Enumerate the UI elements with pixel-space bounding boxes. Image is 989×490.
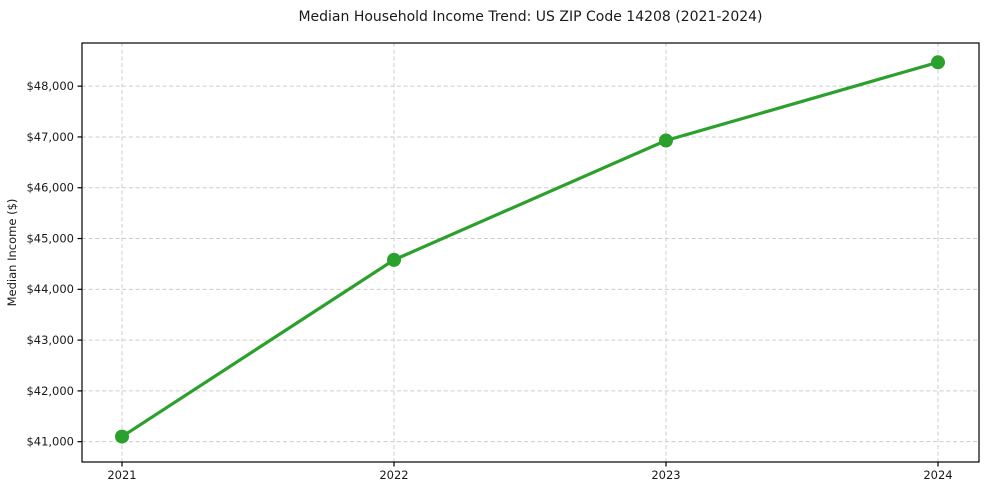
y-axis-label: Median Income ($) (5, 199, 19, 307)
x-tick-label: 2023 (651, 468, 680, 482)
gridlines (82, 43, 979, 462)
y-tick-label: $43,000 (26, 333, 74, 347)
plot-frame (81, 42, 980, 463)
y-tick-label: $44,000 (26, 282, 74, 296)
y-tick-label: $41,000 (26, 435, 74, 449)
chart-title: Median Household Income Trend: US ZIP Co… (298, 9, 762, 25)
y-tick-label: $45,000 (26, 231, 74, 245)
y-tick-label: $42,000 (26, 384, 74, 398)
y-tick-label: $48,000 (26, 79, 74, 93)
trend-line-series (115, 55, 945, 444)
data-point-2022 (387, 252, 401, 267)
trend-line (120, 60, 940, 439)
x-tick-label: 2021 (107, 468, 136, 482)
data-point-2024 (931, 55, 945, 70)
plot-border (81, 42, 980, 463)
y-tick-label: $46,000 (26, 181, 74, 195)
x-tick-label: 2024 (923, 468, 952, 482)
data-point-2021 (115, 429, 129, 444)
y-tick-label: $47,000 (26, 130, 74, 144)
axis-tick-labels: $41,000 $42,000 $43,000 $44,000 $45,000 $46,0… (26, 79, 952, 482)
data-point-2023 (659, 133, 673, 148)
x-tick-label: 2022 (379, 468, 408, 482)
axis-ticks (77, 85, 939, 467)
